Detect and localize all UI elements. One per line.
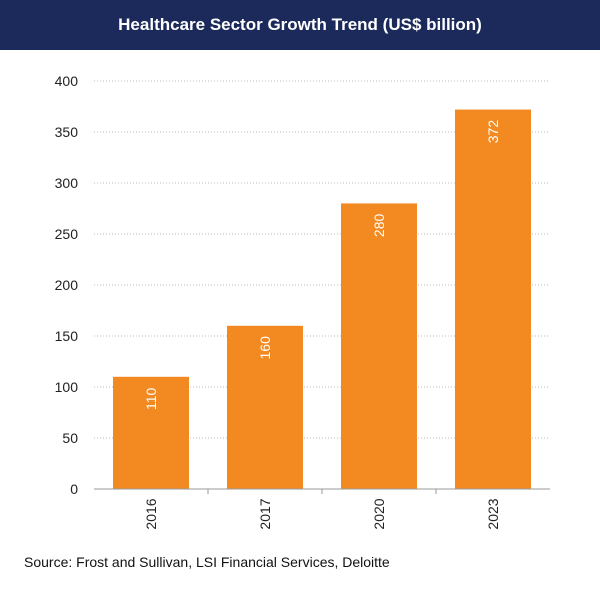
bar-2016	[113, 376, 189, 489]
bars: 110 160 280 372	[113, 109, 531, 489]
chart-area: 0 50 100 150 200 250 300 350 400 110 160 280 372 20…	[0, 50, 600, 560]
y-tick-label-400: 400	[55, 73, 79, 89]
data-label-2017: 160	[257, 336, 273, 360]
data-label-2016: 110	[143, 387, 159, 410]
chart-title: Healthcare Sector Growth Trend (US$ bill…	[0, 0, 600, 50]
y-tick-label-350: 350	[55, 124, 79, 140]
data-label-2023: 372	[485, 120, 501, 144]
x-tick-label-2023: 2023	[485, 498, 501, 529]
y-tick-label-100: 100	[55, 379, 79, 395]
x-axis: 2016 2017 2020 2023	[94, 488, 550, 530]
bar-2020	[341, 203, 417, 489]
bar-2023	[455, 109, 531, 489]
bar-2017	[227, 325, 303, 489]
bar-chart: 0 50 100 150 200 250 300 350 400 110 160 280 372 20…	[55, 73, 550, 530]
y-tick-label-200: 200	[55, 277, 79, 293]
x-tick-label-2020: 2020	[371, 498, 387, 529]
y-axis: 0 50 100 150 200 250 300 350 400	[55, 73, 79, 497]
y-tick-label-250: 250	[55, 226, 79, 242]
source-note: Source: Frost and Sullivan, LSI Financia…	[24, 554, 390, 570]
x-tick-label-2016: 2016	[143, 498, 159, 529]
y-tick-label-150: 150	[55, 328, 79, 344]
data-label-2020: 280	[371, 214, 387, 238]
y-tick-label-300: 300	[55, 175, 79, 191]
y-tick-label-0: 0	[70, 481, 78, 497]
y-tick-label-50: 50	[62, 430, 78, 446]
x-tick-label-2017: 2017	[257, 498, 273, 529]
